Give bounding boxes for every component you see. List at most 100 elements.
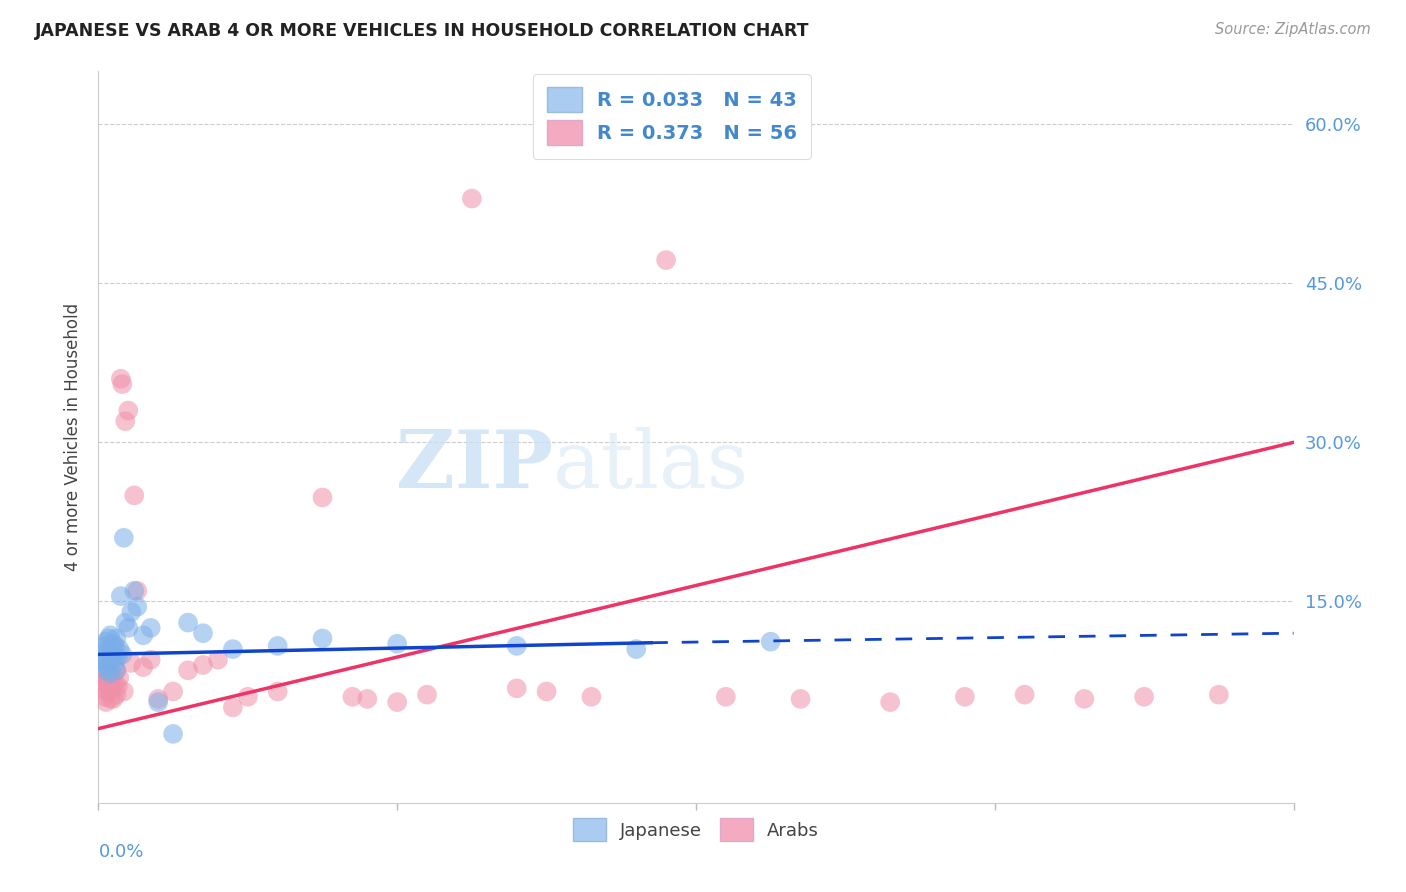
Y-axis label: 4 or more Vehicles in Household: 4 or more Vehicles in Household [65,303,83,571]
Point [139,621,162,635]
Point [879,695,901,709]
Point [124,583,146,598]
Point [117,621,139,635]
Point [177,615,200,630]
Point [148,692,170,706]
Point [311,491,333,505]
Point [103,668,125,682]
Point [103,648,125,662]
Point [90,653,112,667]
Point [536,684,558,698]
Point [96,671,118,685]
Point [1073,692,1095,706]
Point [91,681,114,696]
Point [104,677,127,691]
Point [101,681,124,696]
Point [132,660,155,674]
Point [342,690,364,704]
Point [94,677,117,691]
Point [127,599,149,614]
Point [416,688,439,702]
Point [124,488,146,502]
Point [107,649,129,664]
Point [1014,688,1036,702]
Point [104,639,127,653]
Point [1133,690,1156,704]
Point [105,688,128,702]
Point [93,656,115,670]
Point [97,679,120,693]
Point [94,663,117,677]
Text: 0.0%: 0.0% [98,843,143,861]
Point [90,673,112,688]
Point [385,637,409,651]
Text: Source: ZipAtlas.com: Source: ZipAtlas.com [1215,22,1371,37]
Point [98,628,122,642]
Text: JAPANESE VS ARAB 4 OR MORE VEHICLES IN HOUSEHOLD CORRELATION CHART: JAPANESE VS ARAB 4 OR MORE VEHICLES IN H… [35,22,810,40]
Point [506,639,529,653]
Point [103,692,125,706]
Point [105,632,128,646]
Point [461,192,484,206]
Text: ZIP: ZIP [395,427,553,506]
Point [114,414,136,428]
Point [110,589,132,603]
Point [120,605,142,619]
Point [103,637,125,651]
Point [581,690,603,704]
Point [112,684,135,698]
Point [97,666,120,681]
Point [267,684,290,698]
Point [96,642,118,657]
Point [117,403,139,417]
Point [356,692,378,706]
Point [714,690,737,704]
Point [96,684,118,698]
Point [93,639,115,653]
Point [110,372,132,386]
Point [98,666,122,681]
Point [94,695,117,709]
Point [93,668,115,682]
Point [267,639,290,653]
Point [789,692,811,706]
Point [108,671,131,685]
Point [222,642,245,657]
Text: atlas: atlas [553,427,748,506]
Point [97,660,120,674]
Point [1208,688,1230,702]
Point [98,673,122,688]
Point [162,727,184,741]
Point [97,632,120,646]
Point [177,663,200,677]
Point [94,634,117,648]
Point [114,615,136,630]
Point [108,642,131,657]
Point [111,648,134,662]
Point [222,700,245,714]
Point [626,642,648,657]
Point [104,656,127,670]
Point [191,658,214,673]
Point [236,690,259,704]
Point [91,648,114,662]
Legend: Japanese, Arabs: Japanese, Arabs [565,811,827,848]
Point [148,695,170,709]
Point [111,377,134,392]
Point [506,681,529,696]
Point [132,628,155,642]
Point [127,583,149,598]
Point [385,695,409,709]
Point [96,658,118,673]
Point [93,690,115,704]
Point [112,531,135,545]
Point [162,684,184,698]
Point [191,626,214,640]
Point [311,632,333,646]
Point [101,653,124,667]
Point [105,663,128,677]
Point [207,653,229,667]
Point [98,692,122,706]
Point [120,656,142,670]
Point [655,253,678,268]
